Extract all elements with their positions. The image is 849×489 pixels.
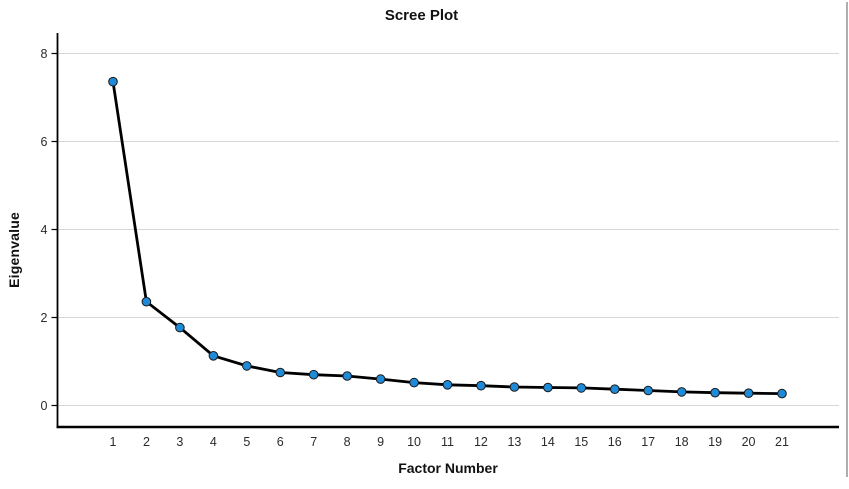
data-point-14 [543,382,553,393]
x-tick-label-1: 1 [110,435,117,449]
y-axis-title: Eigenvalue [6,212,22,288]
x-axis-title: Factor Number [398,460,498,476]
data-point-1 [108,76,118,87]
data-point-18 [676,387,687,397]
data-point-9 [375,374,386,384]
scree-line [111,80,784,396]
x-tick-label-15: 15 [574,435,588,449]
x-tick-label-20: 20 [742,435,756,449]
y-tick-label-4: 4 [41,223,48,237]
x-tick-label-19: 19 [708,435,722,449]
y-tick-label-2: 2 [41,311,48,325]
chart-title: Scree Plot [384,7,459,24]
data-point-6 [275,367,286,378]
y-tick-label-6: 6 [41,135,48,149]
x-tick-label-18: 18 [675,435,689,449]
data-point-12 [476,380,486,391]
x-tick-label-6: 6 [277,435,284,449]
x-tick-label-3: 3 [176,435,183,449]
data-point-16 [610,384,620,395]
x-tick-label-11: 11 [441,435,454,449]
x-tick-label-16: 16 [608,435,622,449]
data-point-4 [208,351,219,361]
x-tick-label-14: 14 [541,435,555,449]
data-point-2 [141,296,152,307]
data-point-3 [175,322,185,333]
x-tick-label-21: 21 [775,435,789,449]
data-point-7 [308,369,319,380]
x-tick-label-8: 8 [344,435,351,449]
x-tick-label-7: 7 [310,435,317,449]
x-tick-label-12: 12 [474,435,488,449]
data-point-15 [576,383,587,393]
data-point-8 [342,371,353,381]
y-tick-label-8: 8 [41,47,48,61]
data-point-5 [242,361,252,371]
right-pane-border [846,2,848,477]
data-point-17 [643,385,654,396]
y-tick-label-0: 0 [41,399,48,413]
x-tick-label-13: 13 [507,435,521,449]
x-tick-label-5: 5 [243,435,250,449]
data-point-13 [509,382,520,392]
data-point-10 [409,377,419,388]
x-tick-label-2: 2 [143,435,150,449]
data-point-21 [777,388,787,399]
data-point-11 [442,380,453,390]
x-tick-label-10: 10 [407,435,421,449]
x-tick-label-4: 4 [210,435,217,449]
data-point-20 [743,388,754,399]
x-tick-label-9: 9 [377,435,384,449]
x-tick-label-17: 17 [641,435,655,449]
data-point-19 [710,387,720,398]
